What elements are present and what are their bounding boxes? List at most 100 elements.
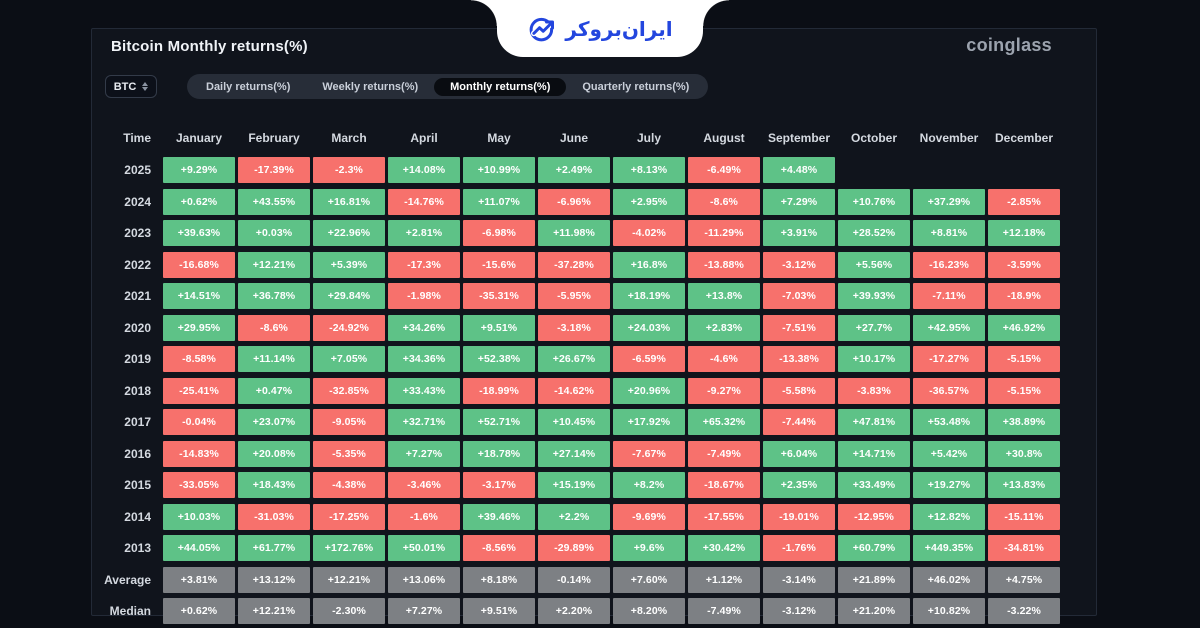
return-cell: +9.51% — [463, 598, 535, 624]
table-row: 2024 +0.62% +43.55% +16.81% -14.76% +11.07% -6… — [102, 188, 1060, 215]
return-cell: -6.98% — [463, 220, 535, 246]
return-cell: -6.59% — [613, 346, 685, 372]
symbol-select[interactable]: BTC — [105, 75, 157, 98]
return-cell: +12.21% — [238, 598, 310, 624]
return-cell: +2.2% — [538, 503, 610, 530]
return-cell: -3.12% — [763, 251, 835, 278]
table-header-row: Time January February March April May June July… — [102, 129, 1060, 147]
return-cell: +33.49% — [838, 472, 910, 498]
return-cell: +29.95% — [163, 314, 235, 341]
return-cell: +8.20% — [613, 598, 685, 624]
table-row: 2013 +44.05% +61.77% +172.76% +50.01% -8.56% -… — [102, 535, 1060, 561]
return-cell: -14.76% — [388, 188, 460, 215]
return-cell: +8.81% — [913, 220, 985, 246]
table-row: 2023 +39.63% +0.03% +22.96% +2.81% -6.98% +11.… — [102, 220, 1060, 246]
tab-daily[interactable]: Daily returns(%) — [206, 80, 291, 93]
return-cell: +33.43% — [388, 377, 460, 404]
returns-panel: Bitcoin Monthly returns(%) coinglass BTC… — [91, 28, 1097, 624]
row-label: 2015 — [124, 478, 151, 492]
return-cell: +11.07% — [463, 188, 535, 215]
tab-weekly[interactable]: Weekly returns(%) — [322, 80, 419, 93]
return-cell: +39.93% — [838, 283, 910, 309]
returns-period-tabs: Daily returns(%) Weekly returns(%) Monthly… — [187, 74, 709, 99]
row-label: 2013 — [124, 541, 151, 555]
return-cell: -17.25% — [313, 503, 385, 530]
row-label: 2019 — [124, 352, 151, 366]
return-cell: -7.51% — [763, 314, 835, 341]
return-cell: -0.14% — [538, 566, 610, 593]
return-cell: +28.52% — [838, 220, 910, 246]
return-cell: -6.96% — [538, 188, 610, 215]
return-cell: +4.48% — [763, 157, 835, 183]
return-cell: -16.23% — [913, 251, 985, 278]
return-cell: -12.95% — [838, 503, 910, 530]
row-label: 2024 — [124, 194, 151, 209]
return-cell: -3.18% — [538, 314, 610, 341]
return-cell: +5.39% — [313, 251, 385, 278]
return-cell: -4.38% — [313, 472, 385, 498]
tab-quarterly[interactable]: Quarterly returns(%) — [582, 80, 690, 93]
table-row: 2014 +10.03% -31.03% -17.25% -1.6% +39.46% +2.… — [102, 503, 1060, 530]
return-cell: +39.63% — [163, 220, 235, 246]
return-cell: -0.04% — [163, 409, 235, 435]
return-cell: +20.08% — [238, 440, 310, 467]
row-label: 2016 — [124, 446, 151, 461]
return-cell: -29.89% — [538, 535, 610, 561]
return-cell: -4.02% — [613, 220, 685, 246]
return-cell: -36.57% — [913, 377, 985, 404]
empty-cell — [913, 157, 985, 183]
return-cell: +26.67% — [538, 346, 610, 372]
return-cell: +46.02% — [913, 566, 985, 593]
return-cell: -1.98% — [388, 283, 460, 309]
row-label: 2021 — [124, 289, 151, 303]
return-cell: +20.96% — [613, 377, 685, 404]
column-header-time: Time — [123, 131, 151, 145]
symbol-select-value: BTC — [113, 80, 137, 93]
return-cell: +9.6% — [613, 535, 685, 561]
return-cell: +30.42% — [688, 535, 760, 561]
return-cell: -8.6% — [688, 188, 760, 215]
return-cell: -15.11% — [988, 503, 1060, 530]
table-row: 2020 +29.95% -8.6% -24.92% +34.26% +9.51% -3.1… — [102, 314, 1060, 341]
return-cell: +38.89% — [988, 409, 1060, 435]
tab-monthly[interactable]: Monthly returns(%) — [434, 77, 567, 96]
return-cell: +449.35% — [913, 535, 985, 561]
return-cell: -33.05% — [163, 472, 235, 498]
return-cell: -3.17% — [463, 472, 535, 498]
return-cell: +37.29% — [913, 188, 985, 215]
return-cell: -11.29% — [688, 220, 760, 246]
return-cell: -4.6% — [688, 346, 760, 372]
return-cell: +17.92% — [613, 409, 685, 435]
return-cell: +34.36% — [388, 346, 460, 372]
return-cell: +10.76% — [838, 188, 910, 215]
return-cell: +0.03% — [238, 220, 310, 246]
return-cell: +2.20% — [538, 598, 610, 624]
return-cell: +3.91% — [763, 220, 835, 246]
return-cell: -8.58% — [163, 346, 235, 372]
table-row: 2017 -0.04% +23.07% -9.05% +32.71% +52.71% +10… — [102, 409, 1060, 435]
return-cell: +12.21% — [313, 566, 385, 593]
return-cell: +21.89% — [838, 566, 910, 593]
return-cell: -32.85% — [313, 377, 385, 404]
return-cell: +44.05% — [163, 535, 235, 561]
table-row: 2025 +9.29% -17.39% -2.3% +14.08% +10.99% +2.4… — [102, 157, 1060, 183]
row-label: 2017 — [124, 415, 151, 429]
column-header-month: December — [994, 131, 1054, 145]
return-cell: +61.77% — [238, 535, 310, 561]
return-cell: -9.05% — [313, 409, 385, 435]
return-cell: -18.67% — [688, 472, 760, 498]
return-cell: +172.76% — [313, 535, 385, 561]
return-cell: +16.8% — [613, 251, 685, 278]
return-cell: -7.11% — [913, 283, 985, 309]
return-cell: +42.95% — [913, 314, 985, 341]
return-cell: -7.44% — [763, 409, 835, 435]
return-cell: +47.81% — [838, 409, 910, 435]
return-cell: +3.81% — [163, 566, 235, 593]
return-cell: +7.27% — [388, 598, 460, 624]
column-header-month: March — [331, 131, 367, 145]
return-cell: +19.27% — [913, 472, 985, 498]
empty-cell — [838, 157, 910, 183]
column-header-month: June — [559, 131, 588, 145]
return-cell: -3.46% — [388, 472, 460, 498]
return-cell: +7.27% — [388, 440, 460, 467]
